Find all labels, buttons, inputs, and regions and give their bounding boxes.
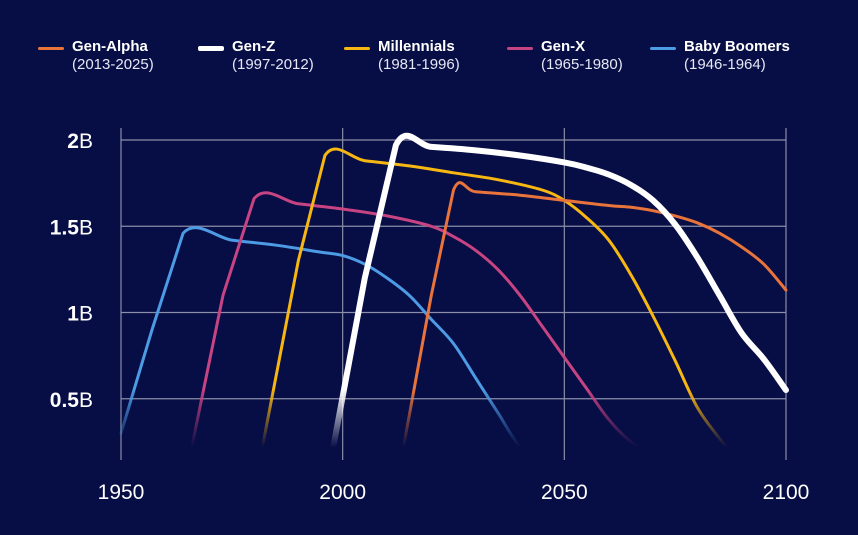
series-line-gen-alpha — [398, 181, 788, 465]
legend-label: Gen-Z — [232, 38, 276, 55]
legend-swatch — [650, 47, 676, 50]
x-tick-label: 2050 — [541, 481, 588, 504]
legend-item-gen-z: Gen-Z (1997-2012) — [198, 38, 314, 74]
legend-swatch — [198, 46, 224, 51]
y-tick-label: 2B — [67, 130, 93, 153]
series-line-gen-x — [186, 191, 674, 465]
x-tick-label: 2000 — [319, 481, 366, 504]
y-tick-label: 1.5B — [50, 216, 93, 239]
gridlines — [120, 128, 787, 460]
legend-years: (1997-2012) — [232, 56, 314, 73]
legend-item-gen-alpha: Gen-Alpha (2013-2025) — [38, 38, 154, 74]
legend-label: Gen-Alpha — [72, 38, 148, 55]
legend-item-baby-boomers: Baby Boomers (1946-1964) — [650, 38, 790, 74]
legend-years: (2013-2025) — [72, 56, 154, 73]
legend-label: Baby Boomers — [684, 38, 790, 55]
legend-years: (1946-1964) — [684, 56, 766, 73]
legend-swatch — [507, 47, 533, 50]
legend-item-millennials: Millennials (1981-1996) — [344, 38, 460, 74]
legend-swatch — [38, 47, 64, 50]
x-tick-label: 2100 — [763, 481, 810, 504]
legend-years: (1965-1980) — [541, 56, 623, 73]
legend: Gen-Alpha (2013-2025) Gen-Z (1997-2012) Mill… — [38, 38, 838, 78]
series-line-baby-boomers — [119, 226, 548, 465]
legend-item-gen-x: Gen-X (1965-1980) — [507, 38, 623, 74]
legend-label: Gen-X — [541, 38, 586, 55]
legend-years: (1981-1996) — [378, 56, 460, 73]
x-axis: 1950 2000 2050 2100 — [98, 481, 810, 504]
y-axis: 0.5B 1B 1.5B 2B — [50, 130, 93, 412]
series-lines — [119, 132, 789, 465]
y-tick-label: 1B — [67, 303, 93, 326]
series-line-millennials — [257, 147, 744, 465]
y-tick-label: 0.5B — [50, 389, 93, 412]
legend-swatch — [344, 47, 370, 50]
series-line-gen-z — [326, 132, 789, 465]
x-tick-label: 1950 — [98, 481, 145, 504]
legend-label: Millennials — [378, 38, 455, 55]
